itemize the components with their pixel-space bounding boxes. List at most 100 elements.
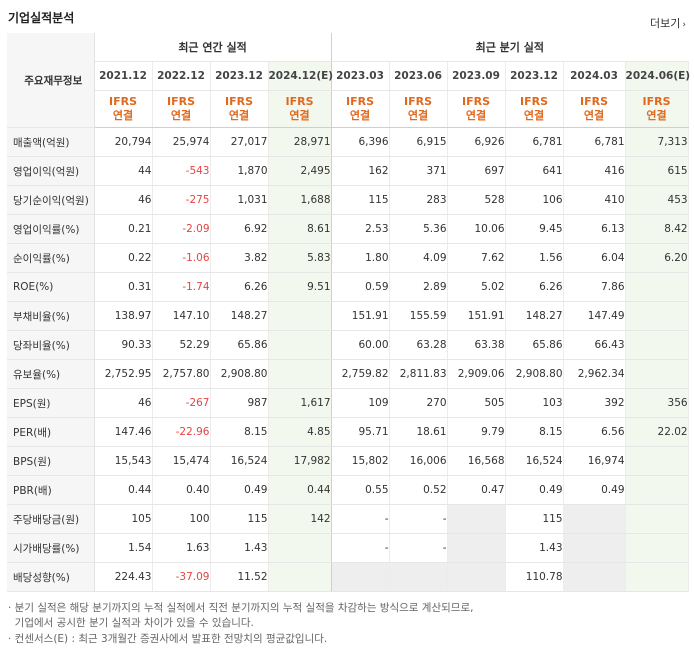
ifrs-standard: IFRS: [580, 95, 609, 108]
table-cell: 151.91: [447, 301, 506, 331]
ifrs-standard: IFRS: [285, 95, 314, 108]
table-row: EPS(원) 46 -267 987 1,617 109 270 505 103 392 356: [7, 388, 689, 418]
table-cell: 1.80: [331, 243, 390, 273]
table-cell: 16,524: [210, 446, 269, 476]
table-cell: 224.43: [94, 562, 153, 592]
table-cell: 8.15: [505, 417, 564, 447]
table-cell: 9.45: [505, 214, 564, 244]
table-cell: 1,870: [210, 156, 269, 186]
table-cell: 0.44: [94, 475, 153, 505]
row-label: 부채비율(%): [7, 301, 95, 331]
table-row: 영업이익률(%) 0.21 -2.09 6.92 8.61 2.53 5.36 10.06 9.…: [7, 214, 689, 244]
table-cell: 416: [563, 156, 626, 186]
table-cell: 0.21: [94, 214, 153, 244]
table-cell: 2.53: [331, 214, 390, 244]
ifrs-label: IFRS 연결: [152, 90, 211, 128]
table-cell: [563, 504, 626, 534]
table-cell: 6,396: [331, 127, 390, 157]
table-cell: 2,759.82: [331, 359, 390, 389]
table-cell: 2,757.80: [152, 359, 211, 389]
table-cell: [563, 562, 626, 592]
row-label: 주당배당금(원): [7, 504, 95, 534]
table-cell: 151.91: [331, 301, 390, 331]
table-cell: 987: [210, 388, 269, 418]
table-cell: 1.43: [210, 533, 269, 563]
ifrs-label: IFRS 연결: [447, 90, 506, 128]
ifrs-consolidated: 연결: [170, 109, 192, 122]
table-cell: 0.59: [331, 272, 390, 302]
row-label: PER(배): [7, 417, 95, 447]
table-cell: 356: [625, 388, 689, 418]
table-cell: [625, 475, 689, 505]
table-cell: [625, 562, 689, 592]
financial-table: 주요재무정보 최근 연간 실적 최근 분기 실적 2021.12 2022.12 2023…: [7, 33, 690, 592]
table-cell: 147.46: [94, 417, 153, 447]
table-cell: 28,971: [268, 127, 332, 157]
ifrs-label: IFRS 연결: [268, 90, 332, 128]
table-cell: 15,474: [152, 446, 211, 476]
table-cell: [625, 330, 689, 360]
table-cell: 148.27: [505, 301, 564, 331]
table-cell: 1.54: [94, 533, 153, 563]
table-cell: 7.86: [563, 272, 626, 302]
table-cell: [331, 562, 390, 592]
row-label: 당좌비율(%): [7, 330, 95, 360]
table-cell: 5.02: [447, 272, 506, 302]
row-label: 순이익률(%): [7, 243, 95, 273]
table-cell: 1,617: [268, 388, 332, 418]
table-cell: 162: [331, 156, 390, 186]
table-cell: 6.92: [210, 214, 269, 244]
ifrs-row: IFRS 연결 IFRS 연결 IFRS 연결 IFRS 연결 IFRS 연결 IFRS 연결 IFRS…: [7, 90, 689, 128]
table-cell: 2,908.80: [210, 359, 269, 389]
date-header-row: 2021.12 2022.12 2023.12 2024.12(E) 2023.03 20…: [7, 61, 690, 91]
table-cell: 505: [447, 388, 506, 418]
table-cell: 10.06: [447, 214, 506, 244]
ifrs-consolidated: 연결: [407, 109, 429, 122]
table-cell: 106: [505, 185, 564, 215]
table-cell: 16,006: [389, 446, 448, 476]
table-cell: 63.38: [447, 330, 506, 360]
table-cell: 5.83: [268, 243, 332, 273]
table-cell: 2,495: [268, 156, 332, 186]
table-cell: -1.74: [152, 272, 211, 302]
table-row: 부채비율(%) 138.97 147.10 148.27 151.91 155.59 151…: [7, 301, 689, 331]
table-cell: 641: [505, 156, 564, 186]
table-cell: 115: [331, 185, 390, 215]
footnote-line: 기업에서 공시한 분기 실적과 차이가 있을 수 있습니다.: [8, 617, 254, 629]
table-cell: 392: [563, 388, 626, 418]
table-cell: 0.52: [389, 475, 448, 505]
table-cell: [447, 562, 506, 592]
table-cell: 0.44: [268, 475, 332, 505]
table-cell: [268, 533, 332, 563]
table-row: 당기순이익(억원) 46 -275 1,031 1,688 115 283 528 106 410…: [7, 185, 689, 215]
table-cell: 6.13: [563, 214, 626, 244]
table-cell: 138.97: [94, 301, 153, 331]
table-cell: 2,752.95: [94, 359, 153, 389]
table-cell: [625, 301, 689, 331]
table-cell: 6.26: [210, 272, 269, 302]
table-cell: 0.55: [331, 475, 390, 505]
table-cell: 6,781: [505, 127, 564, 157]
row-label: 당기순이익(억원): [7, 185, 95, 215]
table-cell: [625, 359, 689, 389]
table-cell: 16,974: [563, 446, 626, 476]
table-cell: 6,915: [389, 127, 448, 157]
table-cell: 11.52: [210, 562, 269, 592]
table-row: 당좌비율(%) 90.33 52.29 65.86 60.00 63.28 63.38 65.…: [7, 330, 689, 360]
table-cell: 1,031: [210, 185, 269, 215]
ifrs-label: IFRS 연결: [94, 90, 153, 128]
row-label: 영업이익(억원): [7, 156, 95, 186]
table-cell: 0.31: [94, 272, 153, 302]
more-link[interactable]: 더보기 ›: [650, 15, 686, 31]
table-cell: 410: [563, 185, 626, 215]
period-header: 2023.12: [210, 61, 269, 91]
table-row: 매출액(억원) 20,794 25,974 27,017 28,971 6,396 6,91…: [7, 127, 689, 157]
chevron-right-icon: ›: [682, 20, 686, 30]
table-row: 유보율(%) 2,752.95 2,757.80 2,908.80 2,759.82 2,…: [7, 359, 689, 389]
table-cell: 4.09: [389, 243, 448, 273]
table-cell: [625, 272, 689, 302]
table-cell: 16,568: [447, 446, 506, 476]
table-cell: 22.02: [625, 417, 689, 447]
table-cell: 6,781: [563, 127, 626, 157]
table-row: PBR(배) 0.44 0.40 0.49 0.44 0.55 0.52 0.47 0.49 0.…: [7, 475, 689, 505]
